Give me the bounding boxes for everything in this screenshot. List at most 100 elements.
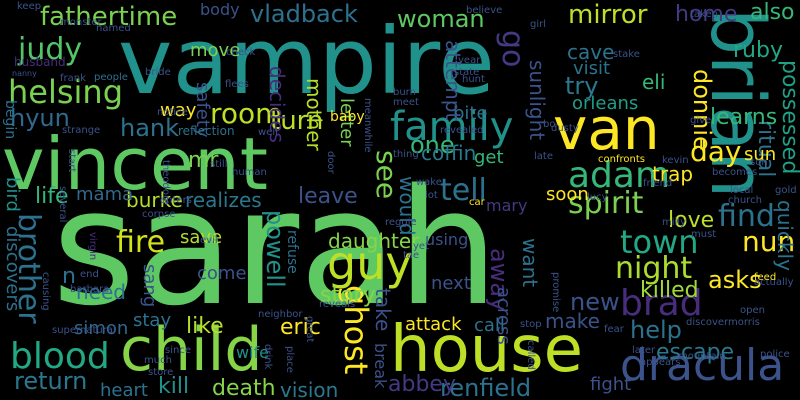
word-life: life [35,184,69,209]
word-monster: monster [60,17,102,28]
word-call: call [474,315,505,336]
word-well: well [258,127,278,138]
word-room: room [210,97,283,130]
word-attempt: attempt [441,40,465,121]
word-promise: promise [550,272,561,313]
word-reveals: reveals [319,299,356,310]
word-killed: killed [640,278,699,303]
word-across: across [493,287,514,345]
word-becomes: becomes [712,167,758,178]
word-next: next [431,273,471,294]
word-using: using [425,230,469,249]
word-end: end [80,269,99,280]
word-heart: heart [100,380,148,400]
word-helsing: helsing [8,73,124,111]
word-give: give [690,115,712,126]
word-strange: strange [62,125,101,136]
word-stake: stake [613,49,640,60]
word-blood: blood [10,336,110,377]
word-brad: brad [620,283,703,324]
word-child: child [120,315,263,385]
word-barbara: barbara [70,284,110,295]
word-nanny: nanny [12,69,37,78]
word-actually: actually [754,277,794,288]
word-must: must [691,229,717,240]
word-reflection: reflection [178,124,235,138]
word-get: get [474,147,504,168]
word-trap: trap [652,162,694,186]
word-people: people [94,72,128,83]
word-drink: drink [262,344,273,370]
word-year: year [458,55,481,66]
word-save: save [180,227,223,248]
word-church: church [728,195,762,206]
word-escape: escape [656,340,735,365]
word-van: van [553,95,660,163]
word-later: later [632,345,656,356]
word-meet: meet [393,97,419,108]
word-yet: yet [413,241,429,252]
word-renfield: renfield [440,374,532,400]
word-orleans: orleans [572,93,639,114]
word-enters: enters [160,195,192,206]
word-stay: stay [133,310,172,331]
word-town: town [620,223,699,261]
word-break: break [371,343,390,389]
word-still: still [210,159,228,170]
word-mr: mr [188,148,219,173]
word-much: much [144,355,172,366]
word-flees: flees [225,79,249,90]
word-confronts: confronts [598,154,645,165]
word-fear: fear [604,324,624,335]
word-bo: bo [543,119,556,130]
word-door: door [325,151,336,174]
word-n: n [62,264,76,289]
word-neighbor: neighbor [258,309,303,320]
word-vincent: vincent [2,122,268,206]
word-find: find [718,199,775,234]
word-learns: learns [710,105,778,130]
word-taken: taken [690,9,718,20]
word-want: want [518,238,542,288]
word-like: like [186,314,224,339]
word-new: new [570,288,620,316]
word-late: late [534,151,553,162]
word-come: come [197,263,247,284]
word-lot: lot [425,190,438,201]
word-check: check [226,47,256,58]
word-eric: eric [280,315,321,340]
word-hunt: hunt [462,74,485,85]
word-keep: keep [17,1,42,12]
word-daughter: daughter [328,229,420,253]
word-burn: burn [393,87,416,98]
word-causing: causing [40,272,51,311]
word-return: return [14,367,88,395]
word-one: one [410,131,455,159]
word-revealed: revealed [440,125,484,136]
word-ruby: ruby [733,38,783,63]
word-milly: milly [662,217,686,228]
word-cave: cave [567,40,615,64]
word-notice: notice [157,107,188,118]
word-discover: discover [686,317,729,328]
word-since: since [165,345,191,356]
word-night: night [615,251,693,286]
word-car: car [469,197,485,208]
word-love: love [668,208,715,233]
word-feed: feed [754,272,777,283]
word-bite: bite [453,103,488,124]
word-meanwhile: meanwhile [362,98,373,153]
word-state: state [454,67,480,78]
word-possessed: possessed [777,60,800,175]
word-hank: hank [120,114,180,142]
word-virgin: virgin [87,232,98,261]
word-try: try [565,72,599,100]
word-vladback: vladback [250,0,358,28]
word-several: several [57,186,68,223]
word-help: help [630,316,682,344]
word-soon: soon [546,184,589,205]
word-police: police [760,349,790,360]
word-dracula: dracula [620,340,785,391]
word-begin: begin [2,100,18,140]
